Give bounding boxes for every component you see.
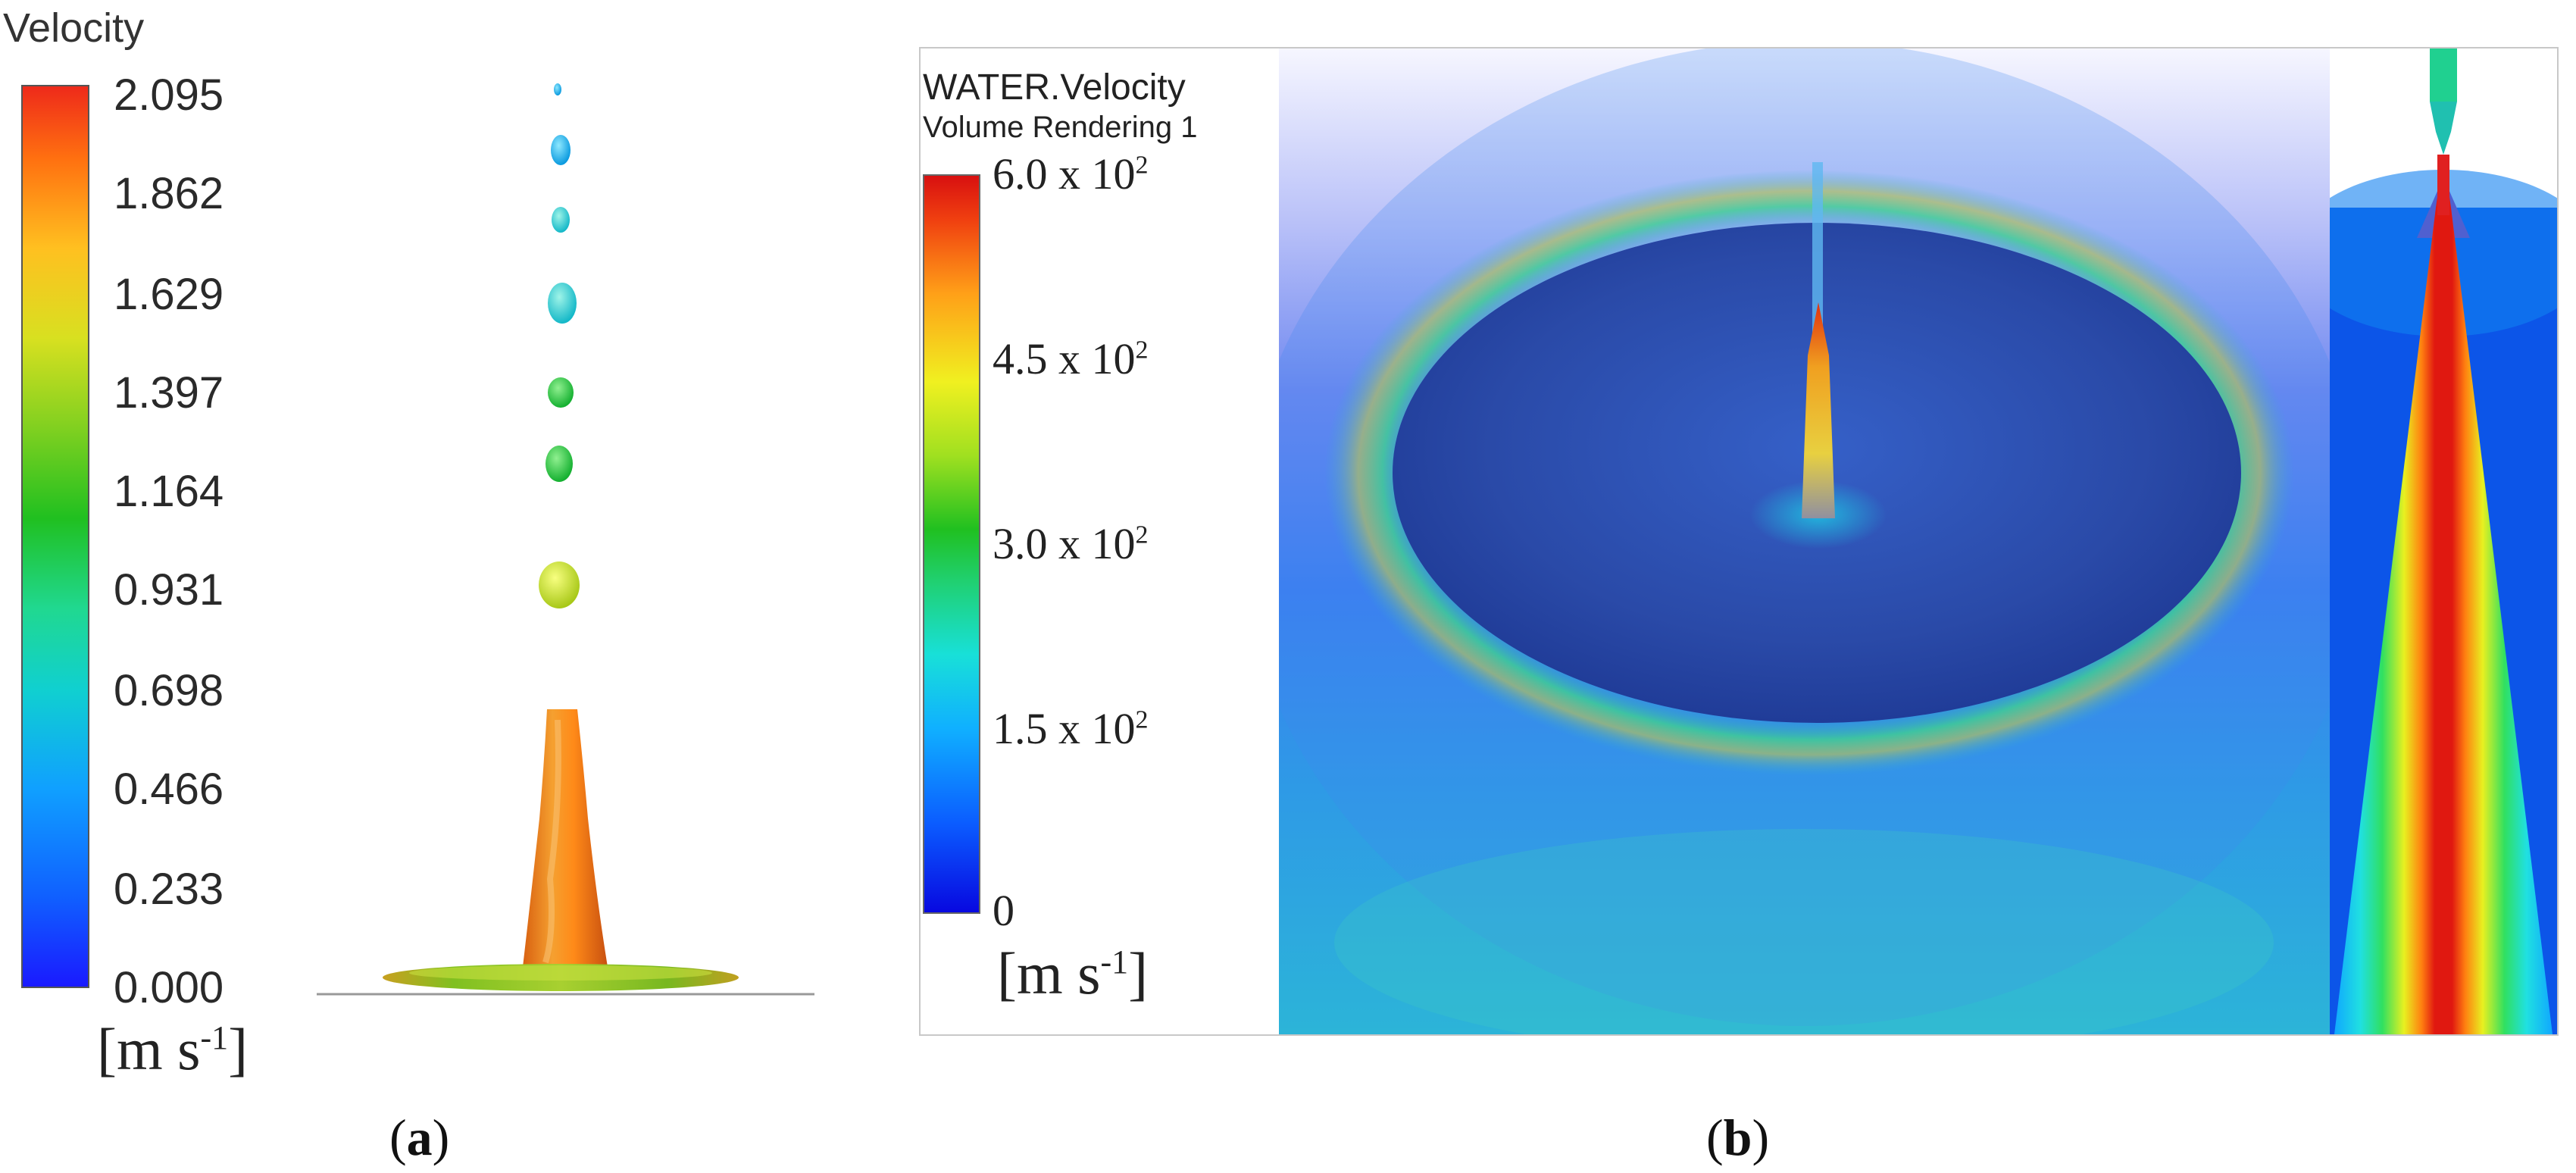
panel-b-frame: [919, 47, 2559, 1036]
caption-b: (b): [1706, 1109, 1770, 1166]
volume-rendering-image: [1279, 48, 2330, 1034]
colorbar-b-tick: 6.0 x 102: [993, 149, 1149, 199]
colorbar-a-tick: 2.095: [114, 70, 224, 120]
colorbar-a-tick: 1.862: [114, 169, 224, 218]
colorbar-a-tick: 1.164: [114, 467, 224, 516]
unit-label-b: [m s-1]: [997, 940, 1149, 1006]
colorbar-b-tick: 1.5 x 102: [993, 704, 1149, 753]
colorbar-a-tick: 0.698: [114, 666, 224, 715]
legend-title-a: Velocity: [3, 5, 145, 51]
colorbar-b-tick: 3.0 x 102: [993, 519, 1149, 568]
unit-label-a: [m s-1]: [97, 1016, 249, 1082]
colorbar-b-tick: 4.5 x 102: [993, 334, 1149, 383]
legend-title-b: WATER.Velocity: [923, 67, 1186, 108]
colorbar-a-tick: 1.397: [114, 368, 224, 418]
colorbar-a-tick: 0.000: [114, 963, 224, 1012]
colorbar-a: [21, 85, 89, 988]
caption-a: (a): [389, 1109, 450, 1166]
colorbar-b-tick: 0: [993, 886, 1014, 935]
velocity-slice-image: [2330, 48, 2557, 1034]
legend-subtitle-b: Volume Rendering 1: [923, 111, 1198, 144]
colorbar-a-tick: 0.931: [114, 565, 224, 615]
colorbar-a-tick: 0.233: [114, 865, 224, 914]
droplet-jet-simulation-image: [317, 83, 814, 996]
colorbar-a-tick: 1.629: [114, 270, 224, 319]
colorbar-a-tick: 0.466: [114, 765, 224, 814]
colorbar-b: [923, 174, 980, 914]
